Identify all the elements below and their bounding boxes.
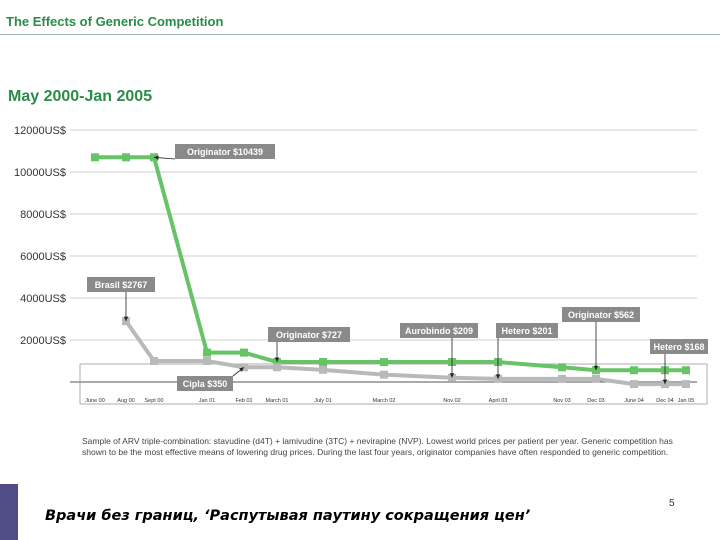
annotation-label: Aurobindo $209 [405, 326, 473, 336]
annotation-arrowhead [449, 373, 455, 378]
data-point-generic [273, 363, 281, 372]
annotation-box [562, 307, 640, 322]
y-tick-label: 6000US$ [20, 251, 66, 263]
annotation-arrowhead [662, 379, 668, 385]
x-tick-label: Nov 02 [443, 398, 460, 404]
annotation-label: Originator $10439 [187, 147, 263, 157]
series-line-originator [95, 155, 686, 373]
x-tick-label: Jan 05 [678, 398, 695, 404]
data-point-originator [203, 348, 211, 357]
data-point-originator [91, 153, 99, 162]
annotation-arrowhead [123, 316, 129, 322]
data-point-generic [592, 374, 600, 383]
annotation-label: Hetero $201 [501, 326, 552, 336]
data-point-generic [319, 365, 327, 374]
y-tick-label: 10000US$ [14, 167, 66, 179]
x-tick-label: Feb 01 [235, 398, 252, 404]
annotation-label: Originator $562 [568, 310, 634, 320]
data-point-originator [380, 358, 388, 367]
x-tick-label: June 00 [85, 398, 105, 404]
chart-title: May 2000-Jan 2005 [8, 88, 153, 105]
x-tick-label: June 04 [624, 398, 644, 404]
annotation-box [650, 339, 708, 354]
y-tick-label: 8000US$ [20, 209, 66, 221]
y-tick-label: 12000US$ [14, 125, 66, 137]
data-point-generic [203, 357, 211, 365]
data-point-originator [682, 366, 690, 375]
data-point-generic [150, 357, 158, 365]
annotation-label: Originator $727 [276, 330, 342, 340]
footer-caption: Врачи без границ, ‘Распутывая паутину со… [45, 508, 531, 524]
annotation-box [400, 323, 478, 338]
x-tick-label: Jan 01 [199, 398, 216, 404]
data-point-originator [240, 348, 248, 357]
data-point-originator [122, 153, 130, 162]
annotation-label: Hetero $168 [653, 342, 704, 352]
annotation-arrowhead [239, 367, 244, 372]
annotation-box [496, 323, 558, 338]
chart-footnote: Sample of ARV triple-combination: stavud… [82, 436, 673, 457]
x-tick-label: Aug 00 [117, 398, 134, 404]
data-point-originator [630, 366, 638, 375]
data-point-generic [558, 374, 566, 383]
page-header-title: The Effects of Generic Competition [6, 14, 224, 29]
annotation-arrowhead [593, 365, 599, 371]
page-number: 5 [669, 498, 675, 509]
annotation-arrowhead [274, 357, 280, 363]
data-point-generic [630, 380, 638, 389]
annotation-label: Brasil $2767 [95, 280, 148, 290]
annotation-box [87, 277, 155, 292]
data-point-originator [319, 358, 327, 367]
data-point-generic [682, 380, 690, 389]
x-tick-label: Sept 00 [145, 398, 164, 404]
x-tick-label: April 03 [489, 398, 508, 404]
series-line-generic [124, 319, 686, 387]
x-tick-label: Nov 03 [553, 398, 570, 404]
y-tick-label: 2000US$ [20, 335, 66, 347]
annotation-arrowhead [495, 374, 501, 379]
x-tick-label: Dec 04 [656, 398, 673, 404]
data-point-originator [558, 363, 566, 372]
x-tick-label: July 01 [314, 398, 331, 404]
annotation-box [268, 327, 350, 342]
price-line-chart: 12000US$ 10000US$ 8000US$ 6000US$ 4000US$ 200… [14, 125, 708, 405]
x-tick-label: Dec 03 [587, 398, 604, 404]
annotation-box [177, 376, 233, 391]
x-tick-label: March 01 [266, 398, 289, 404]
annotation-arrowhead [154, 155, 159, 160]
header-divider [0, 34, 720, 35]
y-tick-label: 4000US$ [20, 293, 66, 305]
x-tick-label: March 02 [373, 398, 396, 404]
footer-accent-bar [0, 484, 18, 540]
data-point-generic [380, 370, 388, 379]
annotation-box [175, 144, 275, 159]
annotation-label: Cipla $350 [183, 379, 228, 389]
